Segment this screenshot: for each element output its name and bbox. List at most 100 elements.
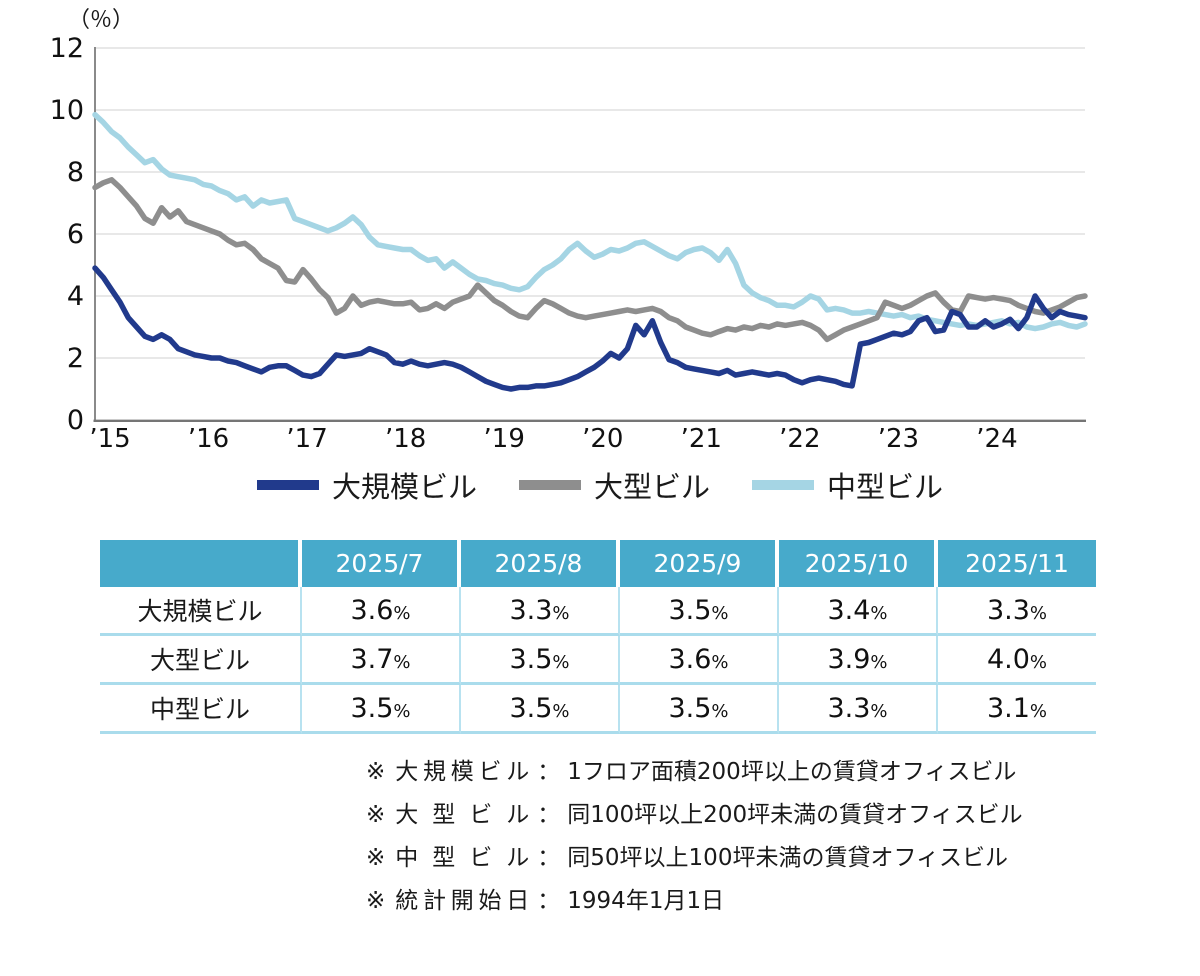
footnote-term-char: ビ bbox=[469, 802, 493, 828]
rate-cell: 3.5% bbox=[461, 636, 620, 685]
x-tick-label-22: ’22 bbox=[779, 424, 820, 454]
rate-unit: % bbox=[393, 602, 411, 624]
footnote-line: ※ 大型ビル ：同100坪以上200坪未満の賃貸オフィスビル bbox=[366, 795, 1023, 838]
rate-value: 4.0 bbox=[986, 643, 1030, 675]
footnote-description: 同100坪以上200坪未満の賃貸オフィスビル bbox=[567, 802, 1023, 828]
footnote-colon: ： bbox=[537, 802, 561, 828]
y-tick-label-0: 0 bbox=[67, 405, 84, 436]
rate-cell: 3.5% bbox=[461, 685, 620, 734]
legend-swatch bbox=[518, 480, 581, 490]
rate-unit: % bbox=[711, 651, 729, 673]
footnote-term-char: 型 bbox=[432, 845, 456, 871]
column-header: 2025/11 bbox=[938, 540, 1096, 587]
footnote-term: 統計開始日 bbox=[395, 881, 529, 915]
rate-unit: % bbox=[711, 700, 729, 722]
chart-legend: 大規模ビル 大型ビル 中型ビル bbox=[0, 464, 1200, 506]
footnote-colon: ： bbox=[537, 888, 561, 914]
rate-cell: 3.1% bbox=[938, 685, 1096, 734]
rate-value: 3.1 bbox=[986, 692, 1030, 724]
rate-cell: 3.5% bbox=[302, 685, 461, 734]
row-label: 中型ビル bbox=[100, 685, 302, 734]
footnote-term-char: 始 bbox=[478, 888, 502, 914]
x-tick-label-21: ’21 bbox=[681, 424, 722, 454]
legend-label: 大規模ビル bbox=[331, 470, 477, 504]
footnote-term-char: ル bbox=[506, 845, 530, 871]
footnote-term: 大型ビル bbox=[395, 795, 529, 829]
y-tick-label-8: 8 bbox=[67, 157, 84, 188]
rate-cell: 3.5% bbox=[620, 587, 779, 636]
rate-value: 3.5 bbox=[350, 692, 394, 724]
rate-unit: % bbox=[1029, 651, 1048, 673]
footnote-marker: ※ bbox=[366, 845, 386, 871]
rate-value: 3.5 bbox=[668, 692, 712, 724]
footnote-term-char: ル bbox=[506, 759, 530, 785]
rate-value: 3.6 bbox=[668, 643, 712, 675]
footnote-term-char: 統 bbox=[395, 888, 419, 914]
rate-value: 3.7 bbox=[350, 643, 394, 675]
footnote-marker: ※ bbox=[366, 759, 386, 785]
rate-unit: % bbox=[1029, 602, 1048, 624]
rate-unit: % bbox=[552, 602, 570, 624]
vacancy-line-chart: 0 2 4 6 8 10 12 ’15 ’16 ’17 ’18 ’19 ’20 ’21 ’22 ’23 ’24… bbox=[50, 8, 1088, 454]
y-axis-labels: 0 2 4 6 8 10 12 bbox=[50, 33, 84, 436]
rate-value: 3.3 bbox=[827, 692, 871, 724]
footnote-line: ※ 統計開始日 ： 1994年1月1日 bbox=[366, 881, 1023, 924]
vacancy-rate-table: 2025/7 2025/8 2025/9 2025/10 2025/11 大規模ビル 3.… bbox=[100, 540, 1096, 734]
series-line-中型ビル bbox=[92, 111, 1088, 332]
x-tick-label-24: ’24 bbox=[976, 424, 1017, 454]
footnote-term-char: 日 bbox=[506, 888, 530, 914]
footnote-term-char: 大 bbox=[395, 802, 419, 828]
series-lines bbox=[92, 111, 1088, 392]
legend-label: 中型ビル bbox=[827, 470, 944, 504]
rate-unit: % bbox=[711, 602, 729, 624]
column-header: 2025/8 bbox=[461, 540, 620, 587]
rate-value: 3.6 bbox=[350, 594, 394, 626]
rate-cell: 3.9% bbox=[779, 636, 938, 685]
rate-unit: % bbox=[870, 651, 888, 673]
x-tick-label-19: ’19 bbox=[484, 424, 525, 454]
footnote-marker: ※ bbox=[366, 802, 386, 828]
y-tick-label-6: 6 bbox=[67, 219, 84, 250]
x-tick-label-16: ’16 bbox=[188, 424, 229, 454]
column-header: 2025/9 bbox=[620, 540, 779, 587]
column-header: 2025/7 bbox=[302, 540, 461, 587]
y-tick-label-12: 12 bbox=[50, 33, 84, 64]
legend-swatch bbox=[256, 480, 319, 490]
footnote-term-char: 模 bbox=[450, 759, 474, 785]
rate-value: 3.9 bbox=[827, 643, 871, 675]
legend-item: 中型ビル bbox=[752, 464, 943, 506]
rate-unit: % bbox=[870, 602, 888, 624]
row-label: 大型ビル bbox=[100, 636, 302, 685]
rate-value: 3.5 bbox=[668, 594, 712, 626]
table-body: 大規模ビル 3.6% 3.3% 3.5% 3.4% 3.3% 大型ビル 3.7% 3.5% 3.6… bbox=[100, 587, 1096, 734]
gridlines bbox=[95, 47, 1085, 359]
footnote-description: 1フロア面積200坪以上の賃貸オフィスビル bbox=[567, 759, 1017, 785]
rate-unit: % bbox=[552, 651, 570, 673]
rate-cell: 3.4% bbox=[779, 587, 938, 636]
x-tick-label-23: ’23 bbox=[878, 424, 919, 454]
rate-unit: % bbox=[1029, 700, 1048, 722]
rate-cell: 3.3% bbox=[779, 685, 938, 734]
y-tick-label-4: 4 bbox=[67, 281, 84, 312]
table-row: 中型ビル 3.5% 3.5% 3.5% 3.3% 3.1% bbox=[100, 685, 1096, 734]
footnote-term-char: ビ bbox=[478, 759, 502, 785]
y-axis-unit-label: （％） bbox=[68, 8, 134, 33]
footnote-term-char: 計 bbox=[423, 888, 447, 914]
column-header: 2025/10 bbox=[779, 540, 938, 587]
rate-value: 3.5 bbox=[509, 692, 553, 724]
footnote-term-char: ビ bbox=[469, 845, 493, 871]
rate-value: 3.3 bbox=[986, 594, 1030, 626]
footnote-line: ※ 中型ビル ：同50坪以上100坪未満の賃貸オフィスビル bbox=[366, 838, 1023, 881]
footnote-term-char: ル bbox=[506, 802, 530, 828]
footnote-term-char: 開 bbox=[450, 888, 474, 914]
x-tick-label-17: ’17 bbox=[286, 424, 327, 454]
table-header-row: 2025/7 2025/8 2025/9 2025/10 2025/11 bbox=[100, 540, 1096, 587]
row-label: 大規模ビル bbox=[100, 587, 302, 636]
rate-unit: % bbox=[393, 651, 411, 673]
column-header bbox=[100, 540, 302, 587]
rate-unit: % bbox=[552, 700, 570, 722]
y-tick-label-10: 10 bbox=[50, 95, 84, 126]
footnote-line: ※ 大規模ビル ： 1フロア面積200坪以上の賃貸オフィスビル bbox=[366, 752, 1023, 795]
rate-cell: 3.6% bbox=[620, 636, 779, 685]
